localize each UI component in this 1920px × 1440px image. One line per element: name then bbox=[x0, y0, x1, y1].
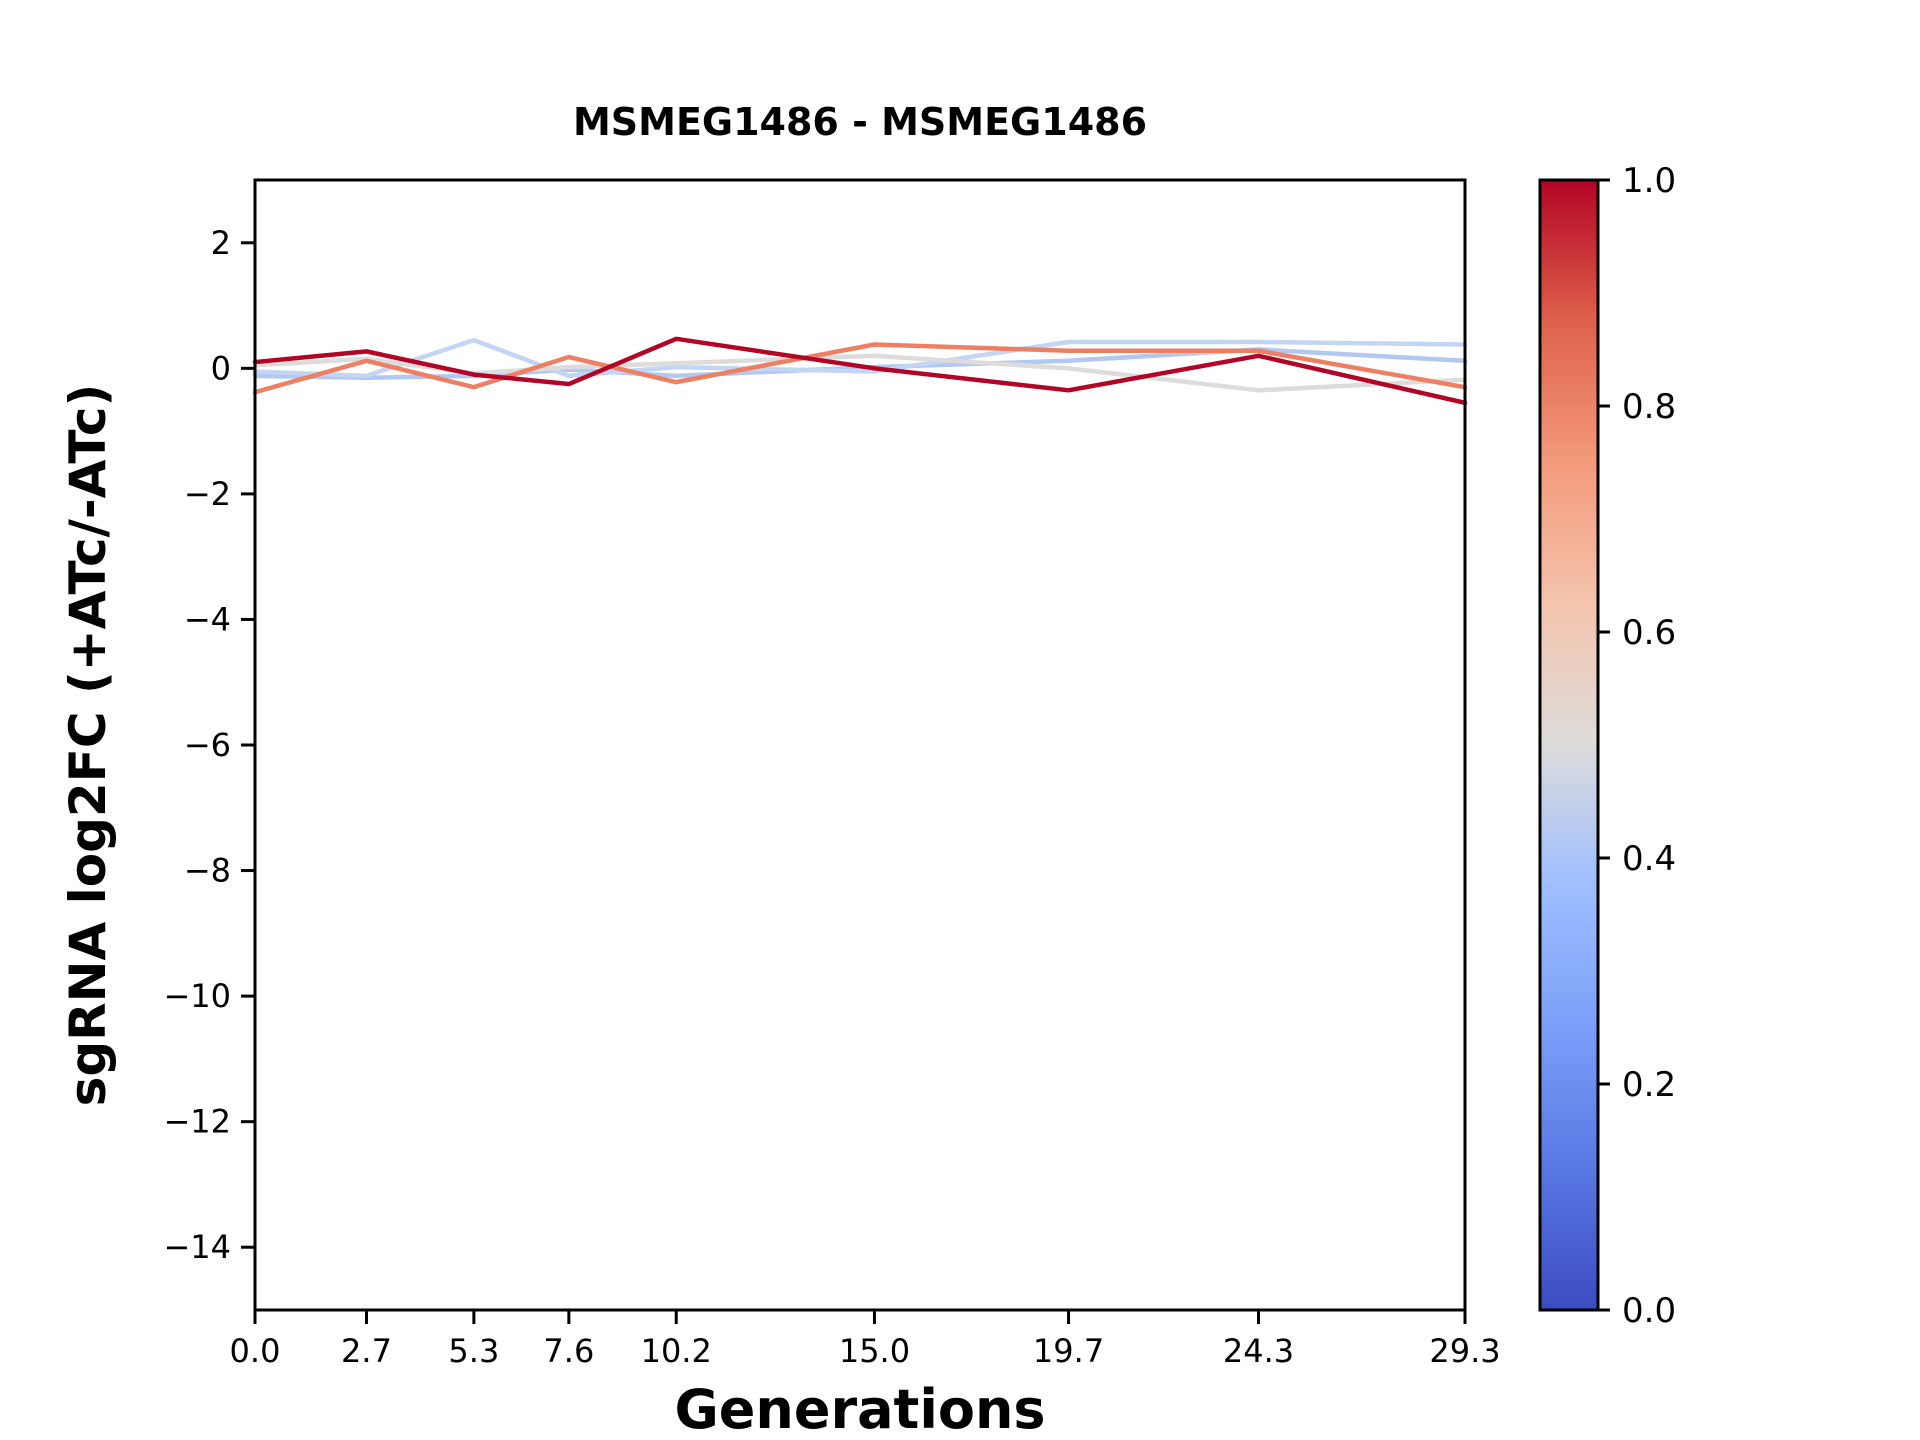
series-line bbox=[252, 347, 1468, 380]
series-line bbox=[252, 342, 1468, 395]
y-tick-label: 0 bbox=[211, 349, 231, 387]
y-tick-label: −4 bbox=[184, 600, 231, 638]
chart-title: MSMEG1486 - MSMEG1486 bbox=[572, 100, 1148, 144]
colorbar-gradient bbox=[1540, 180, 1598, 1310]
y-tick-label: −10 bbox=[163, 977, 231, 1015]
colorbar-tick-label: 0.0 bbox=[1622, 1291, 1676, 1331]
y-tick-label: −14 bbox=[163, 1228, 231, 1266]
colorbar-tick-label: 0.2 bbox=[1622, 1065, 1676, 1105]
x-tick-label: 15.0 bbox=[839, 1332, 910, 1370]
x-axis-label: Generations bbox=[674, 1378, 1046, 1440]
y-tick-label: 2 bbox=[211, 224, 231, 262]
x-tick-label: 7.6 bbox=[543, 1332, 594, 1370]
x-tick-label: 2.7 bbox=[341, 1332, 392, 1370]
colorbar-tick-label: 0.4 bbox=[1622, 839, 1676, 879]
colorbar-tick-label: 0.8 bbox=[1622, 387, 1676, 427]
y-tick-label: −12 bbox=[163, 1103, 231, 1141]
x-tick-label: 19.7 bbox=[1033, 1332, 1104, 1370]
colorbar-tick-label: 0.6 bbox=[1622, 613, 1676, 653]
x-tick-label: 5.3 bbox=[448, 1332, 499, 1370]
colorbar-tick-label: 1.0 bbox=[1622, 161, 1676, 201]
series-line bbox=[252, 353, 1468, 393]
y-tick-label: −2 bbox=[184, 475, 231, 513]
x-tick-label: 29.3 bbox=[1429, 1332, 1500, 1370]
y-tick-label: −6 bbox=[184, 726, 231, 764]
series-line bbox=[252, 336, 1468, 406]
x-tick-label: 24.3 bbox=[1223, 1332, 1294, 1370]
colorbar-border bbox=[1538, 178, 1600, 1312]
x-tick-label: 10.2 bbox=[641, 1332, 712, 1370]
y-tick-label: −8 bbox=[184, 852, 231, 890]
x-tick-label: 0.0 bbox=[230, 1332, 281, 1370]
